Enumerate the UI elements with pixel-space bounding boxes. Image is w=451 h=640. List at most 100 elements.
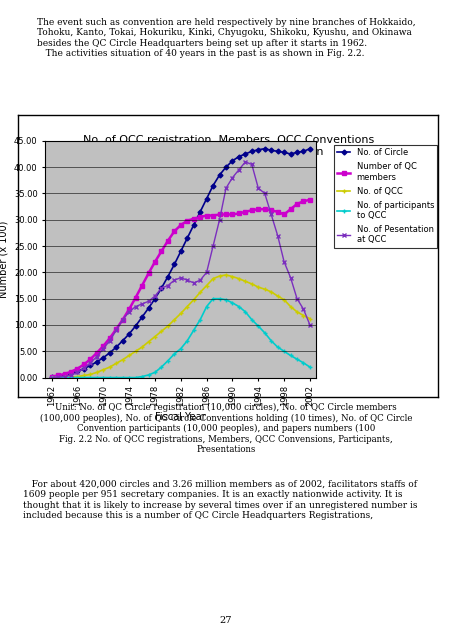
Number of QC
members xyxy=(197,213,202,221)
No. of participants
to QCC xyxy=(94,374,99,381)
No. of QCC xyxy=(171,316,177,324)
No. of participants
to QCC xyxy=(165,357,170,365)
No. of participants
to QCC xyxy=(87,374,93,381)
No. of Pesentation
at QCC xyxy=(268,211,273,218)
No. of QCC xyxy=(203,282,209,289)
No. of Circle xyxy=(165,273,170,280)
No. of participants
to QCC xyxy=(262,329,267,337)
No. of Pesentation
at QCC xyxy=(249,161,254,168)
No. of QCC xyxy=(274,292,280,300)
No. of Pesentation
at QCC xyxy=(262,189,267,197)
Number of QC
members xyxy=(249,207,254,214)
No. of QCC xyxy=(184,303,189,310)
No. of participants
to QCC xyxy=(197,316,202,324)
No. of participants
to QCC xyxy=(255,322,260,330)
No. of Circle xyxy=(236,153,241,161)
No. of Circle xyxy=(281,148,286,156)
No. of Pesentation
at QCC xyxy=(158,284,164,292)
No. of Circle xyxy=(87,362,93,369)
No. of Circle xyxy=(133,322,138,330)
Text: The event such as convention are held respectively by nine branches of Hokkaido,: The event such as convention are held re… xyxy=(37,18,414,58)
No. of Circle xyxy=(249,147,254,155)
No. of Pesentation
at QCC xyxy=(62,372,67,380)
No. of Circle xyxy=(62,371,67,379)
No. of participants
to QCC xyxy=(139,372,144,380)
No. of Pesentation
at QCC xyxy=(203,269,209,276)
Text: Unit: No. of QC Circle registration (10,000 circles), No. of QC Circle members
(: Unit: No. of QC Circle registration (10,… xyxy=(40,403,411,454)
No. of Circle xyxy=(268,147,273,154)
No. of participants
to QCC xyxy=(249,316,254,324)
No. of Circle xyxy=(55,372,61,380)
No. of participants
to QCC xyxy=(223,296,228,303)
No. of QCC xyxy=(139,343,144,351)
No. of participants
to QCC xyxy=(55,374,61,381)
No. of Circle xyxy=(274,147,280,155)
No. of QCC xyxy=(242,278,248,285)
No. of Pesentation
at QCC xyxy=(139,300,144,308)
No. of Pesentation
at QCC xyxy=(197,276,202,284)
No. of Circle xyxy=(74,367,80,375)
No. of QCC xyxy=(210,275,215,282)
No. of Pesentation
at QCC xyxy=(49,374,54,381)
Number of QC
members xyxy=(287,205,293,213)
Number of QC
members xyxy=(236,209,241,217)
Number of QC
members xyxy=(152,258,157,266)
No. of Circle xyxy=(294,148,299,156)
No. of participants
to QCC xyxy=(203,303,209,310)
No. of Pesentation
at QCC xyxy=(94,353,99,360)
Number of QC
members xyxy=(191,215,196,223)
Number of QC
members xyxy=(294,200,299,208)
No. of Pesentation
at QCC xyxy=(120,316,125,324)
No. of participants
to QCC xyxy=(133,374,138,381)
No. of QCC xyxy=(255,284,260,291)
No. of QCC xyxy=(287,303,293,310)
Number of QC
members xyxy=(268,207,273,214)
No. of QCC xyxy=(178,310,183,317)
No. of QCC xyxy=(62,374,67,381)
No. of Circle xyxy=(210,182,215,189)
No. of participants
to QCC xyxy=(268,337,273,344)
No. of Pesentation
at QCC xyxy=(68,371,74,379)
No. of QCC xyxy=(113,360,119,367)
No. of QCC xyxy=(281,296,286,303)
No. of Circle xyxy=(262,145,267,152)
No. of QCC xyxy=(49,374,54,381)
No. of Circle xyxy=(49,373,54,381)
No. of QCC xyxy=(165,322,170,330)
Line: Number of QC
members: Number of QC members xyxy=(50,198,311,378)
Number of QC
members xyxy=(74,365,80,372)
No. of participants
to QCC xyxy=(236,303,241,310)
No. of QCC xyxy=(120,356,125,364)
No. of Pesentation
at QCC xyxy=(229,174,235,182)
No. of Circle xyxy=(94,358,99,365)
Number of QC
members xyxy=(120,316,125,324)
No. of QCC xyxy=(197,289,202,296)
No. of Circle xyxy=(216,171,222,179)
Number of QC
members xyxy=(68,368,74,376)
No. of QCC xyxy=(223,271,228,279)
No. of Pesentation
at QCC xyxy=(216,216,222,223)
No. of participants
to QCC xyxy=(49,374,54,381)
Number of QC
members xyxy=(139,282,144,289)
No. of QCC xyxy=(87,371,93,378)
Number of QC
members xyxy=(133,294,138,301)
No. of QCC xyxy=(268,288,273,296)
No. of participants
to QCC xyxy=(126,374,132,381)
No. of participants
to QCC xyxy=(146,371,151,379)
No. of QCC xyxy=(216,272,222,280)
Number of QC
members xyxy=(242,208,248,216)
No. of Circle xyxy=(126,330,132,338)
Number of QC
members xyxy=(165,237,170,244)
No. of Pesentation
at QCC xyxy=(191,279,196,287)
Number of QC
members xyxy=(229,211,235,218)
Number of QC
members xyxy=(178,221,183,229)
Text: No. of QCC registration, Members, QCC Conventions
(QCCC), Participants, Presenta: No. of QCC registration, Members, QCC Co… xyxy=(83,135,373,157)
Number of QC
members xyxy=(210,212,215,220)
No. of Circle xyxy=(307,145,312,152)
No. of Circle xyxy=(146,304,151,312)
No. of participants
to QCC xyxy=(178,345,183,353)
No. of Pesentation
at QCC xyxy=(81,364,87,372)
Legend: No. of Circle, Number of QC
members, No. of QCC, No. of participants
to QCC, No.: No. of Circle, Number of QC members, No.… xyxy=(333,145,437,248)
No. of Pesentation
at QCC xyxy=(107,337,112,344)
Number of QC
members xyxy=(255,205,260,213)
